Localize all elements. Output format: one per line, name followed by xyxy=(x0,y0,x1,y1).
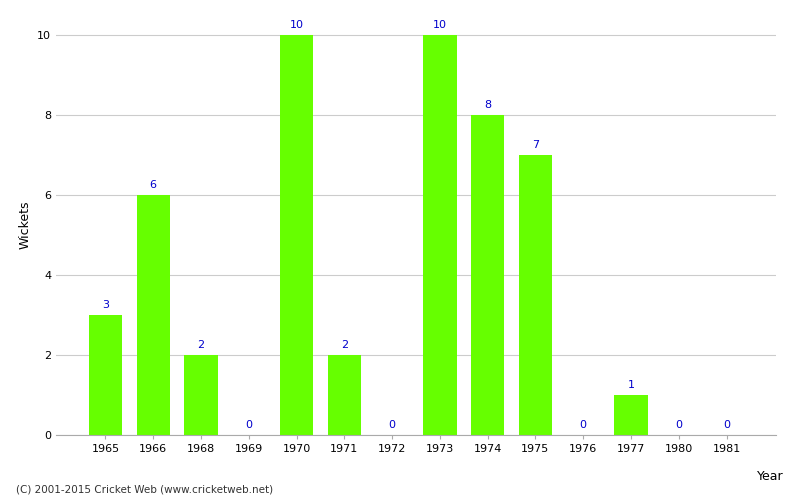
Bar xyxy=(518,155,552,435)
Bar xyxy=(137,195,170,435)
Bar xyxy=(423,35,457,435)
Text: 0: 0 xyxy=(389,420,396,430)
Text: 0: 0 xyxy=(246,420,252,430)
Text: 0: 0 xyxy=(723,420,730,430)
Text: 3: 3 xyxy=(102,300,109,310)
Bar xyxy=(184,355,218,435)
Text: 2: 2 xyxy=(341,340,348,350)
Text: Year: Year xyxy=(758,470,784,483)
Bar xyxy=(89,315,122,435)
Text: 0: 0 xyxy=(580,420,586,430)
Y-axis label: Wickets: Wickets xyxy=(18,200,31,249)
Text: 10: 10 xyxy=(433,20,447,30)
Text: 6: 6 xyxy=(150,180,157,190)
Bar xyxy=(614,395,648,435)
Text: 7: 7 xyxy=(532,140,539,150)
Text: 2: 2 xyxy=(198,340,205,350)
Bar xyxy=(280,35,314,435)
Text: 10: 10 xyxy=(290,20,303,30)
Text: (C) 2001-2015 Cricket Web (www.cricketweb.net): (C) 2001-2015 Cricket Web (www.cricketwe… xyxy=(16,485,273,495)
Bar xyxy=(471,115,504,435)
Text: 8: 8 xyxy=(484,100,491,110)
Bar xyxy=(328,355,361,435)
Text: 1: 1 xyxy=(627,380,634,390)
Text: 0: 0 xyxy=(675,420,682,430)
